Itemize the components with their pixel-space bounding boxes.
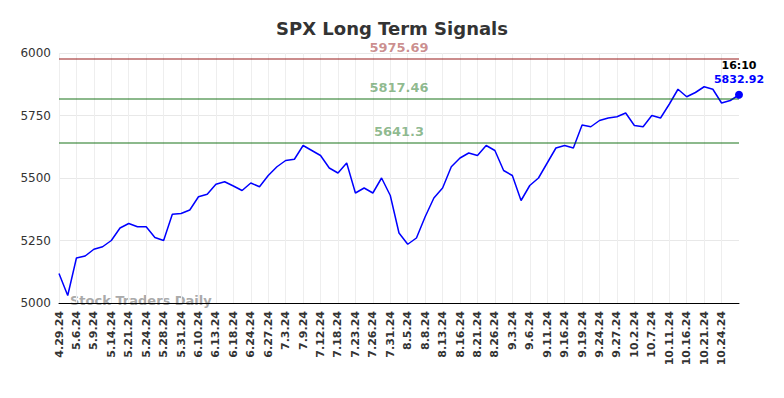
svg-text:9.16.24: 9.16.24: [558, 311, 571, 358]
svg-text:9.27.24: 9.27.24: [610, 311, 623, 358]
svg-text:7.12.24: 7.12.24: [314, 311, 327, 358]
svg-text:9.11.24: 9.11.24: [541, 311, 554, 358]
svg-text:5641.3: 5641.3: [374, 124, 424, 139]
svg-text:4.29.24: 4.29.24: [53, 311, 66, 358]
svg-text:5000: 5000: [20, 296, 51, 310]
svg-text:8.8.24: 8.8.24: [419, 311, 432, 350]
svg-text:SPX Long Term Signals: SPX Long Term Signals: [276, 18, 508, 39]
svg-text:10.21.24: 10.21.24: [698, 311, 711, 366]
svg-text:10.7.24: 10.7.24: [645, 311, 658, 358]
svg-text:6000: 6000: [20, 46, 51, 60]
svg-text:6.18.24: 6.18.24: [227, 311, 240, 358]
svg-text:5750: 5750: [20, 109, 51, 123]
svg-text:5817.46: 5817.46: [369, 80, 428, 95]
svg-text:6.27.24: 6.27.24: [262, 311, 275, 358]
svg-text:10.11.24: 10.11.24: [663, 311, 676, 366]
svg-text:5250: 5250: [20, 234, 51, 248]
svg-text:8.5.24: 8.5.24: [401, 311, 414, 350]
svg-text:9.3.24: 9.3.24: [506, 311, 519, 350]
svg-text:5.28.24: 5.28.24: [157, 311, 170, 358]
svg-text:6.13.24: 6.13.24: [209, 311, 222, 358]
svg-text:7.9.24: 7.9.24: [297, 311, 310, 350]
svg-text:8.13.24: 8.13.24: [436, 311, 449, 358]
svg-text:8.21.24: 8.21.24: [471, 311, 484, 358]
svg-text:6.10.24: 6.10.24: [192, 311, 205, 358]
svg-text:10.2.24: 10.2.24: [628, 311, 641, 358]
svg-text:8.16.24: 8.16.24: [454, 311, 467, 358]
svg-text:5.9.24: 5.9.24: [87, 311, 100, 350]
svg-text:7.3.24: 7.3.24: [279, 311, 292, 350]
svg-text:5.31.24: 5.31.24: [175, 311, 188, 358]
svg-text:Stock Traders Daily: Stock Traders Daily: [70, 293, 212, 308]
svg-text:7.26.24: 7.26.24: [366, 311, 379, 358]
svg-text:5.21.24: 5.21.24: [122, 311, 135, 358]
svg-text:5.14.24: 5.14.24: [105, 311, 118, 358]
svg-text:7.31.24: 7.31.24: [384, 311, 397, 358]
svg-text:5.24.24: 5.24.24: [140, 311, 153, 358]
svg-text:7.23.24: 7.23.24: [349, 311, 362, 358]
svg-text:10.16.24: 10.16.24: [680, 311, 693, 366]
svg-text:9.6.24: 9.6.24: [523, 311, 536, 350]
svg-text:8.26.24: 8.26.24: [488, 311, 501, 358]
svg-text:9.19.24: 9.19.24: [576, 311, 589, 358]
svg-text:5832.92: 5832.92: [714, 73, 764, 86]
svg-text:10.24.24: 10.24.24: [715, 311, 728, 366]
svg-text:5500: 5500: [20, 171, 51, 185]
svg-text:5975.69: 5975.69: [369, 40, 428, 55]
svg-text:9.24.24: 9.24.24: [593, 311, 606, 358]
svg-text:7.18.24: 7.18.24: [331, 311, 344, 358]
svg-text:16:10: 16:10: [721, 59, 756, 72]
svg-text:6.24.24: 6.24.24: [244, 311, 257, 358]
svg-text:5.6.24: 5.6.24: [70, 311, 83, 350]
